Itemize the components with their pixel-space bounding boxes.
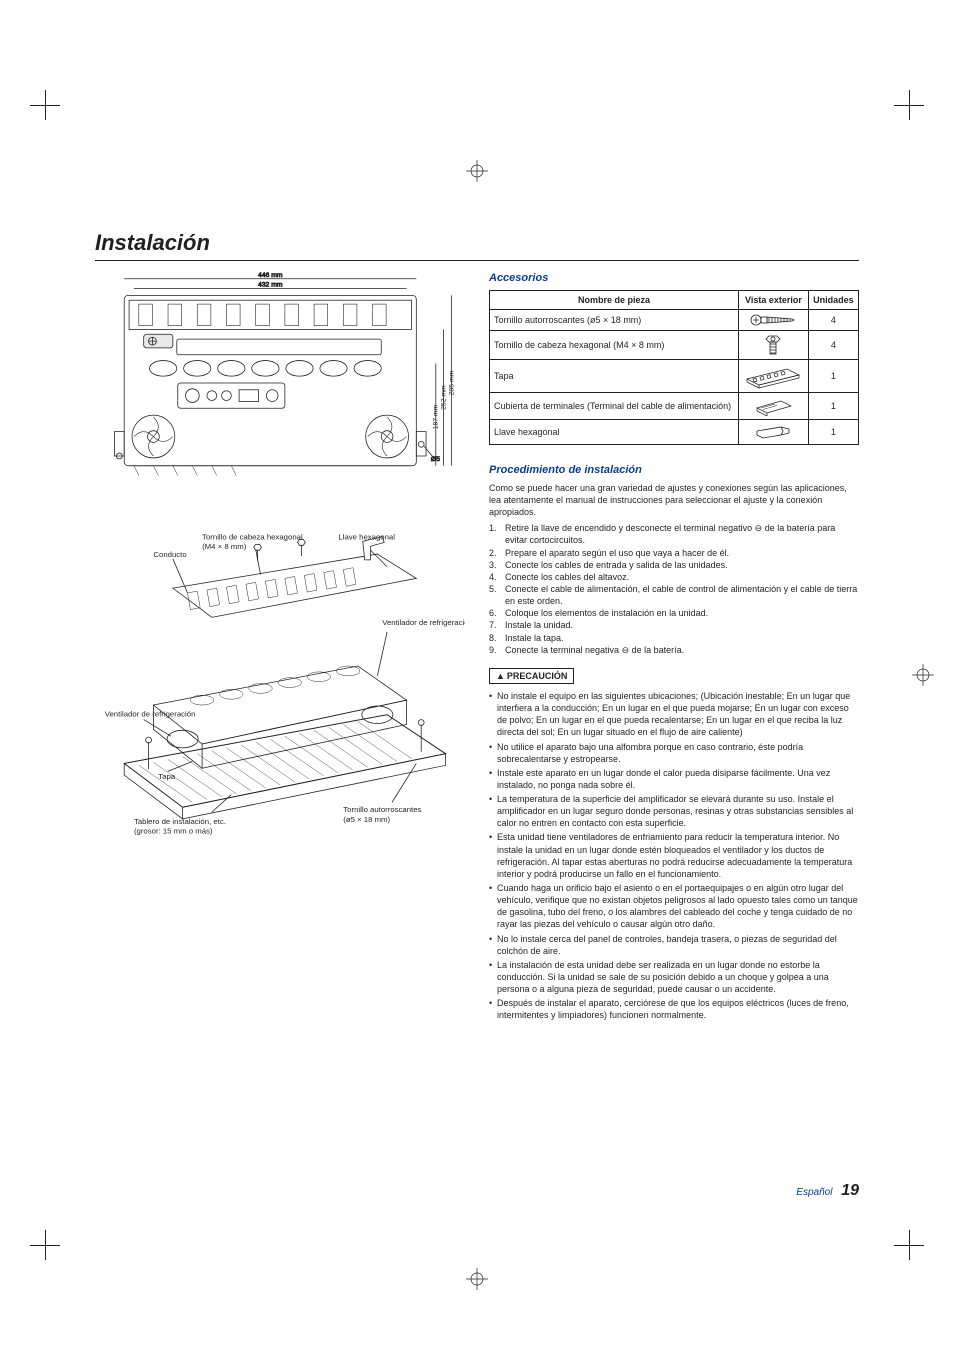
svg-text:285 mm: 285 mm (448, 370, 455, 395)
acc-name: Llave hexagonal (490, 419, 739, 444)
list-item: No instale el equipo en las siguientes u… (489, 690, 859, 739)
list-item: 2.Prepare el aparato según el uso que va… (489, 547, 859, 559)
registration-right (912, 664, 934, 686)
svg-text:Llave hexagonal: Llave hexagonal (338, 533, 395, 542)
warning-icon: ▲ (496, 671, 505, 681)
registration-top (466, 160, 488, 182)
svg-text:Ventilador de refrigeración: Ventilador de refrigeración (105, 710, 196, 719)
table-row: Llave hexagonal 1 (490, 419, 859, 444)
procedure-intro: Como se puede hacer una gran variedad de… (489, 482, 859, 518)
acc-th-view: Vista exterior (739, 290, 809, 309)
list-item: 8.Instale la tapa. (489, 632, 859, 644)
title-rule (95, 260, 859, 261)
cropmark-br (894, 1230, 924, 1260)
list-item: 1.Retire la llave de encendido y descone… (489, 522, 859, 546)
list-item: Esta unidad tiene ventiladores de enfria… (489, 831, 859, 880)
svg-text:Tablero de instalación, etc.: Tablero de instalación, etc. (134, 817, 226, 826)
registration-bottom (466, 1268, 488, 1290)
cropmark-tl (30, 90, 60, 120)
svg-text:187 mm: 187 mm (433, 404, 440, 429)
list-item: 9.Conecte la terminal negativa ⊖ de la b… (489, 644, 859, 656)
list-item: Después de instalar el aparato, cercióre… (489, 997, 859, 1021)
procedure-steps: 1.Retire la llave de encendido y descone… (489, 522, 859, 656)
list-item: No lo instale cerca del panel de control… (489, 933, 859, 957)
acc-name: Tornillo de cabeza hexagonal (M4 × 8 mm) (490, 330, 739, 359)
table-row: Cubierta de terminales (Terminal del cab… (490, 392, 859, 419)
footer-lang: Español (796, 1187, 832, 1198)
list-item: La temperatura de la superficie del ampl… (489, 793, 859, 829)
diagram-top-view: 446 mm 432 mm (95, 271, 465, 485)
svg-text:(ø5 × 18 mm): (ø5 × 18 mm) (343, 815, 390, 824)
list-item: 7.Instale la unidad. (489, 619, 859, 631)
acc-name: Tornillo autorroscantes (ø5 × 18 mm) (490, 309, 739, 330)
table-row: Tornillo autorroscantes (ø5 × 18 mm) 4 (490, 309, 859, 330)
table-row: Tornillo de cabeza hexagonal (M4 × 8 mm)… (490, 330, 859, 359)
acc-name: Tapa (490, 359, 739, 392)
footer-page: 19 (841, 1182, 859, 1199)
svg-text:Tapa: Tapa (158, 772, 176, 781)
svg-text:446 mm: 446 mm (258, 272, 283, 279)
cropmark-tr (894, 90, 924, 120)
list-item: Instale este aparato en un lugar donde e… (489, 767, 859, 791)
caution-label: ▲PRECAUCIÓN (489, 668, 574, 684)
table-row: Tapa 1 (490, 359, 859, 392)
svg-text:Conducto: Conducto (153, 550, 186, 559)
list-item: La instalación de esta unidad debe ser r… (489, 959, 859, 995)
acc-icon (739, 330, 809, 359)
list-item: Cuando haga un orificio bajo el asiento … (489, 882, 859, 931)
list-item: 4.Conecte los cables del altavoz. (489, 571, 859, 583)
acc-name: Cubierta de terminales (Terminal del cab… (490, 392, 739, 419)
acc-icon (739, 392, 809, 419)
svg-text:432 mm: 432 mm (258, 282, 283, 289)
acc-units: 4 (808, 309, 858, 330)
acc-units: 1 (808, 392, 858, 419)
acc-th-name: Nombre de pieza (490, 290, 739, 309)
acc-icon (739, 419, 809, 444)
svg-text:Tornillo autorroscantes: Tornillo autorroscantes (343, 805, 421, 814)
list-item: No utilice el aparato bajo una alfombra … (489, 741, 859, 765)
svg-text:252 mm: 252 mm (441, 385, 448, 410)
acc-th-units: Unidades (808, 290, 858, 309)
svg-text:(grosor: 15 mm o más): (grosor: 15 mm o más) (134, 827, 213, 836)
list-item: 3.Conecte los cables de entrada y salida… (489, 559, 859, 571)
right-column: Accesorios Nombre de pieza Vista exterio… (489, 271, 859, 1024)
list-item: 6.Coloque los elementos de instalación e… (489, 607, 859, 619)
acc-icon (739, 359, 809, 392)
cropmark-bl (30, 1230, 60, 1260)
accessories-heading: Accesorios (489, 271, 859, 286)
acc-icon (739, 309, 809, 330)
caution-list: No instale el equipo en las siguientes u… (489, 690, 859, 1022)
accessories-table: Nombre de pieza Vista exterior Unidades … (489, 290, 859, 445)
diagram-isometric: Conducto Tornillo de cabeza hexagonal (M… (95, 520, 465, 841)
left-column: 446 mm 432 mm (95, 271, 465, 1024)
svg-text:(M4 × 8 mm): (M4 × 8 mm) (202, 542, 247, 551)
procedure-heading: Procedimiento de instalación (489, 463, 859, 478)
svg-text:Ventilador de refrigeración: Ventilador de refrigeración (382, 618, 465, 627)
content-columns: 446 mm 432 mm (95, 271, 859, 1024)
acc-units: 4 (808, 330, 858, 359)
acc-units: 1 (808, 359, 858, 392)
acc-units: 1 (808, 419, 858, 444)
page-footer: Español 19 (796, 1182, 859, 1200)
svg-text:Tornillo de cabeza hexagonal: Tornillo de cabeza hexagonal (202, 533, 303, 542)
list-item: 5.Conecte el cable de alimentación, el c… (489, 583, 859, 607)
page-title: Instalación (95, 230, 859, 256)
